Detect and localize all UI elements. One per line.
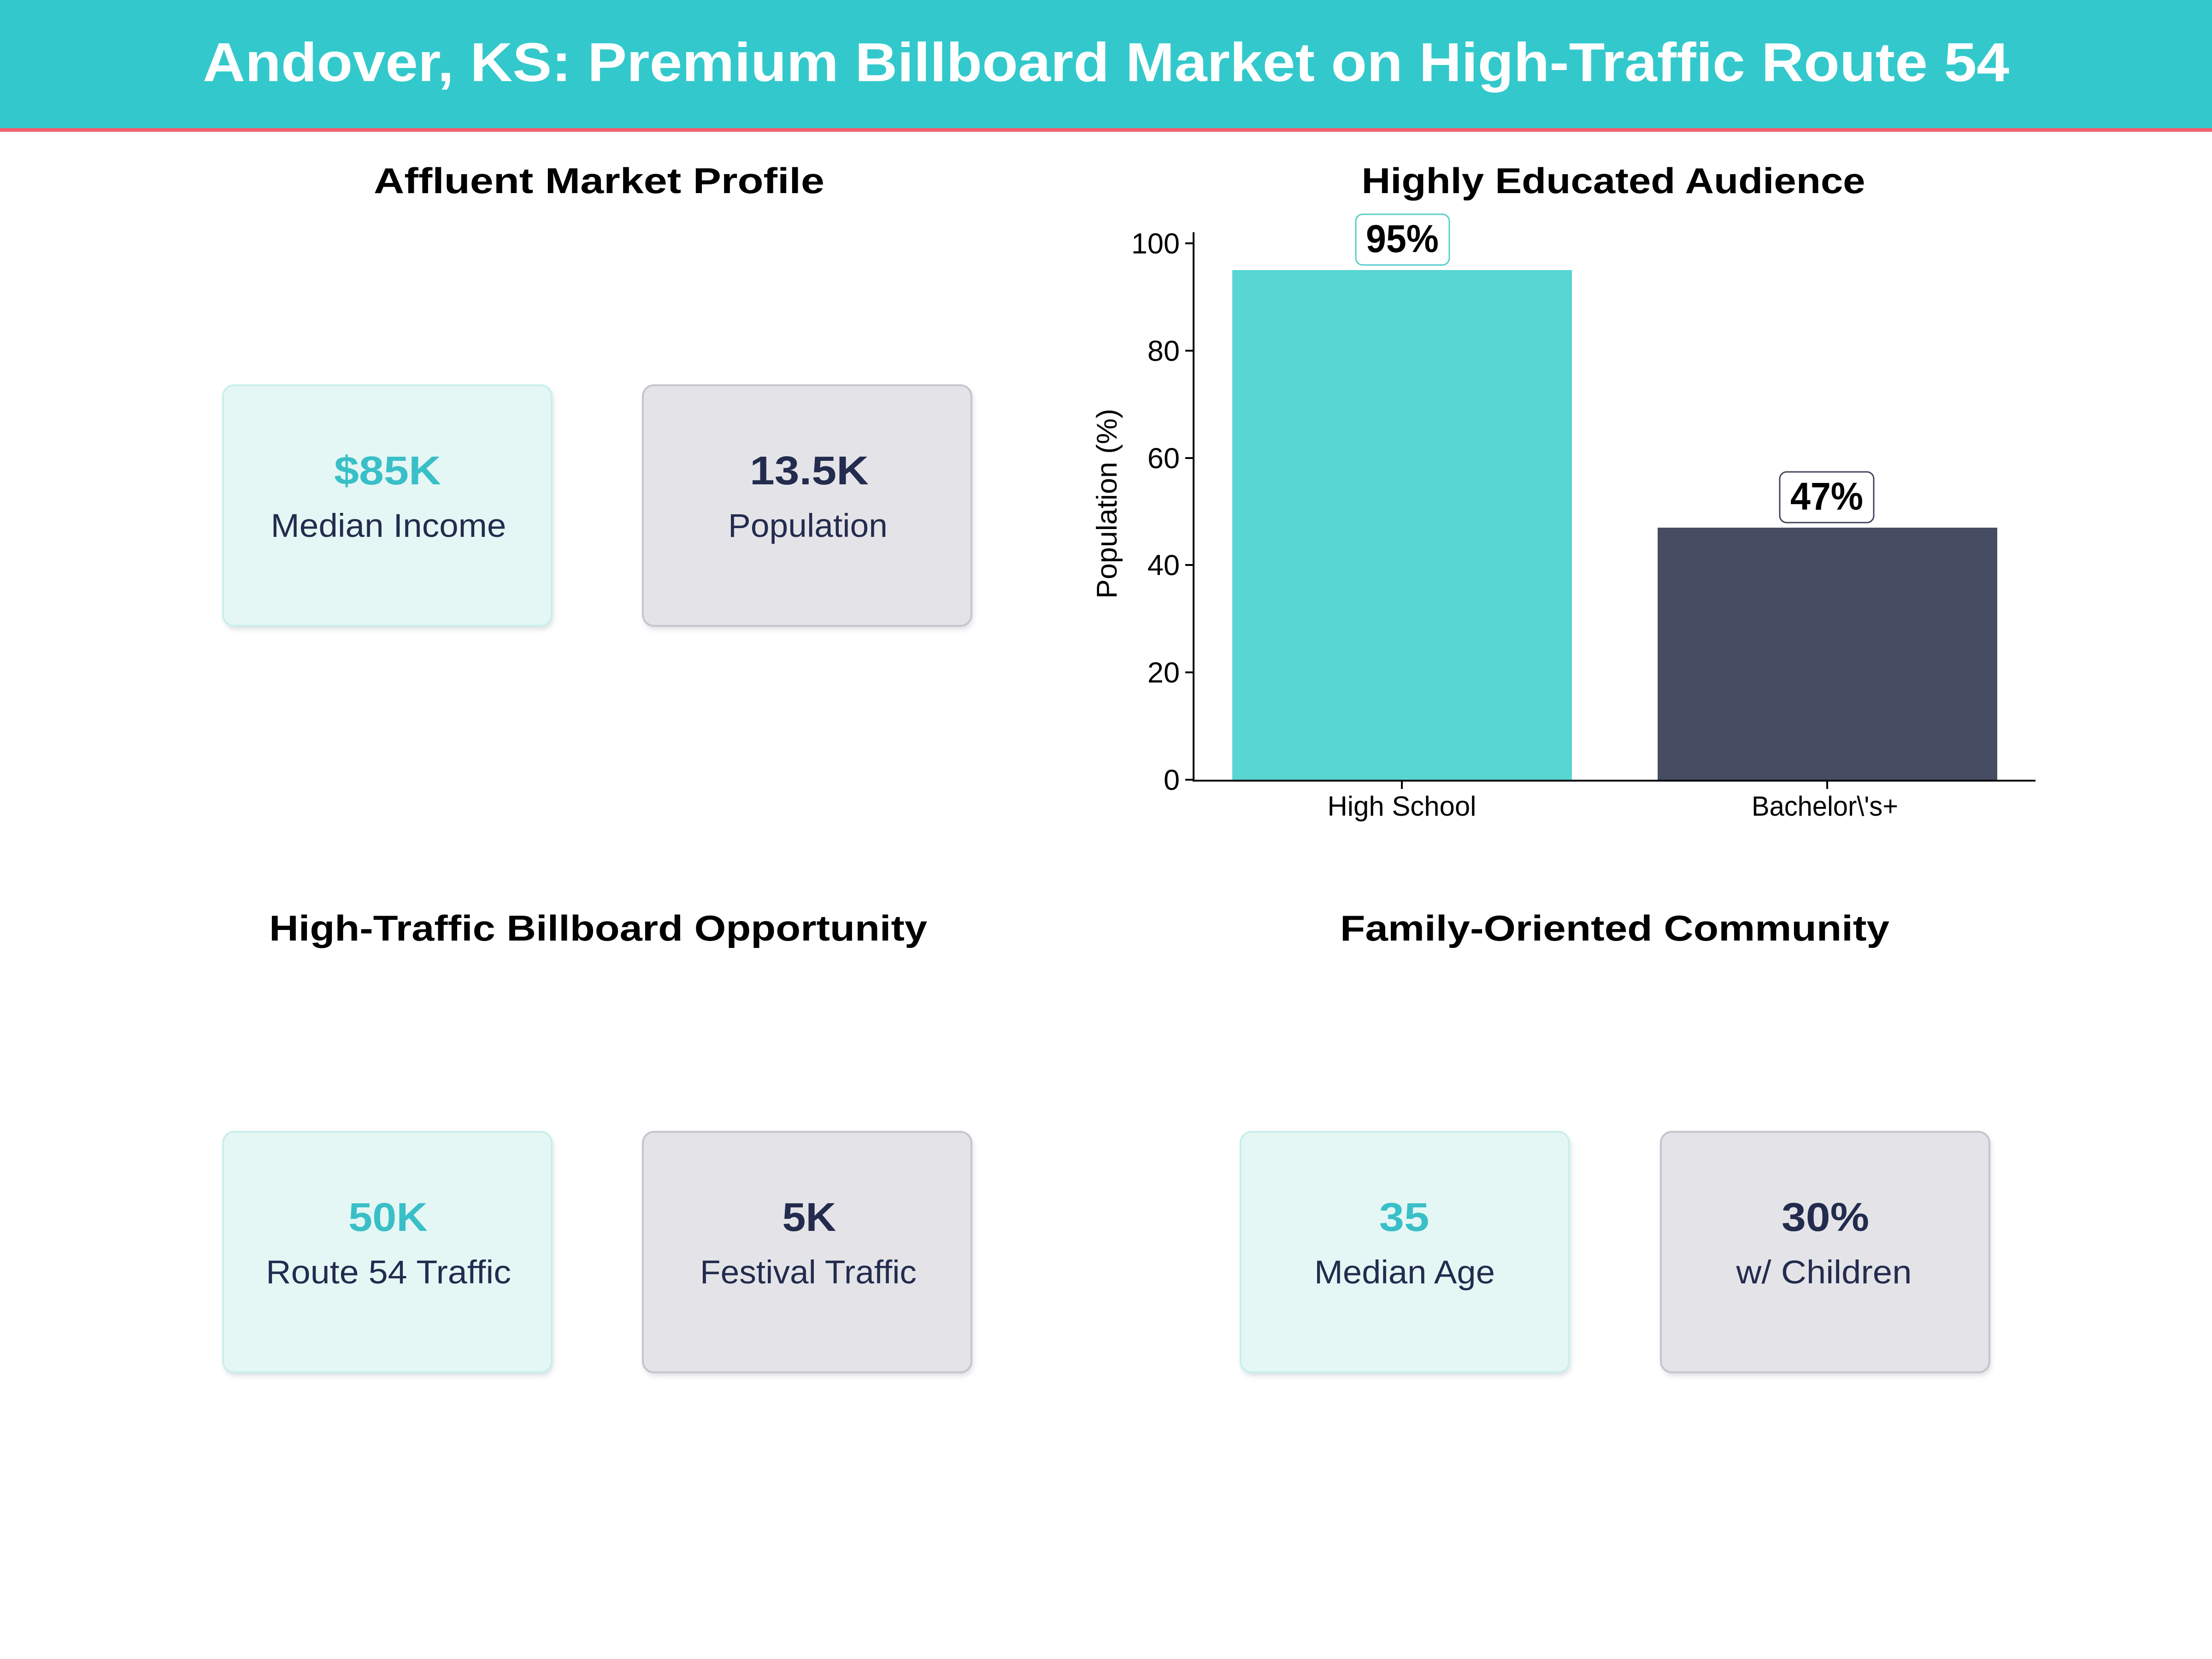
svg-text:35: 35 — [1379, 1195, 1430, 1240]
svg-text:Highly Educated Audience: Highly Educated Audience — [1362, 160, 1865, 201]
svg-text:30%: 30% — [1782, 1195, 1869, 1240]
svg-text:Bachelor\'s+: Bachelor\'s+ — [1752, 791, 1898, 822]
svg-text:5K: 5K — [782, 1195, 836, 1240]
svg-text:Route 54 Traffic: Route 54 Traffic — [266, 1254, 511, 1291]
svg-text:40: 40 — [1147, 549, 1180, 582]
svg-text:Festival Traffic: Festival Traffic — [700, 1254, 917, 1291]
svg-text:$85K: $85K — [334, 448, 441, 493]
svg-text:High School: High School — [1328, 791, 1477, 822]
svg-text:47%: 47% — [1790, 475, 1863, 518]
svg-text:Population: Population — [728, 508, 888, 544]
svg-text:95%: 95% — [1366, 217, 1439, 260]
svg-text:60: 60 — [1147, 442, 1180, 475]
svg-text:0: 0 — [1164, 764, 1180, 796]
svg-text:50K: 50K — [348, 1195, 428, 1240]
svg-text:80: 80 — [1147, 335, 1180, 367]
svg-text:Median Age: Median Age — [1314, 1254, 1495, 1291]
svg-text:13.5K: 13.5K — [750, 448, 869, 493]
svg-text:100: 100 — [1131, 228, 1180, 260]
svg-text:w/ Children: w/ Children — [1735, 1254, 1912, 1291]
svg-text:20: 20 — [1147, 657, 1180, 689]
svg-text:Population (%): Population (%) — [1091, 409, 1123, 599]
svg-text:Family-Oriented Community: Family-Oriented Community — [1340, 908, 1889, 948]
svg-text:Median Income: Median Income — [271, 508, 506, 544]
svg-text:High-Traffic Billboard Opportu: High-Traffic Billboard Opportunity — [269, 908, 927, 948]
svg-text:Affluent Market Profile: Affluent Market Profile — [374, 160, 824, 201]
svg-text:Andover, KS: Premium Billboard: Andover, KS: Premium Billboard Market on… — [203, 32, 2009, 93]
